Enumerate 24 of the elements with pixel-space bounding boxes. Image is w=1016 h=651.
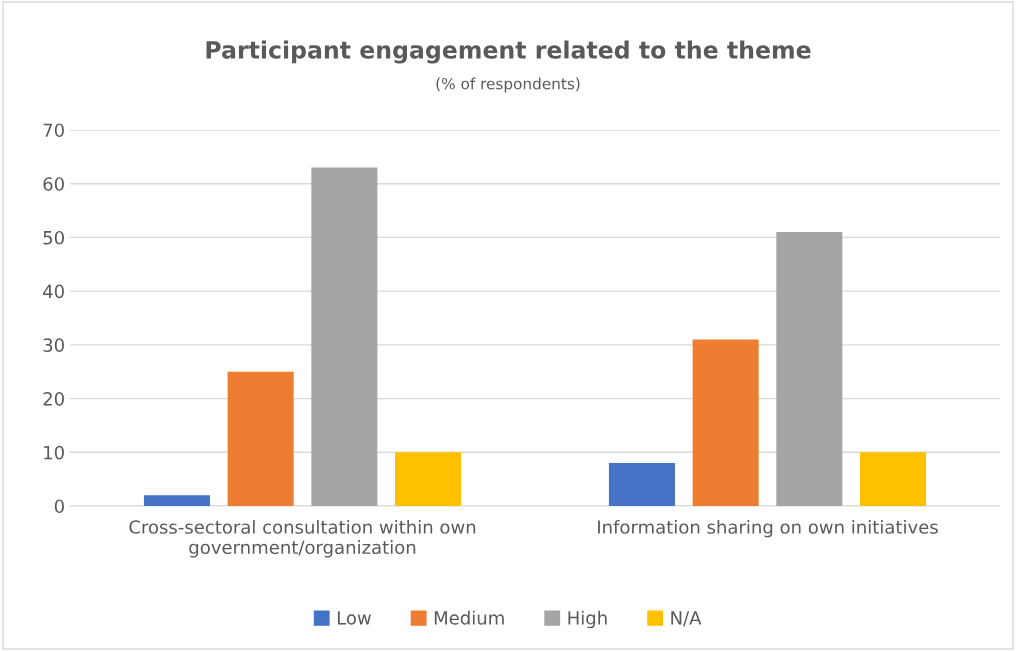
- bar: [776, 232, 843, 506]
- legend-label: N/A: [671, 611, 702, 627]
- y-tick-label: 60: [43, 177, 64, 191]
- y-tick-label: 40: [43, 284, 64, 299]
- bar: [311, 167, 378, 506]
- legend-label: Low: [337, 611, 371, 625]
- legend-label: Medium: [434, 610, 504, 625]
- bar: [608, 463, 675, 506]
- legend-label: High: [568, 610, 607, 629]
- y-tick-label: 10: [44, 445, 64, 460]
- y-tick-label: 70: [43, 123, 64, 138]
- bar: [692, 339, 759, 506]
- x-tick-label: Information sharing on own initiatives: [598, 519, 938, 538]
- bar: [395, 452, 462, 506]
- x-tick-label: Cross-sectoral consultation within own government/organization: [129, 519, 476, 558]
- bar: [860, 452, 927, 506]
- y-tick-label: 30: [43, 338, 64, 352]
- chart-title: Participant engagement related to the theme: [206, 40, 811, 64]
- bar: [143, 495, 210, 506]
- y-tick-label: 20: [43, 392, 64, 406]
- y-tick-label: 50: [43, 230, 64, 245]
- y-tick-label: 0: [54, 499, 64, 514]
- chart-subtitle: (% of respondents): [436, 77, 580, 93]
- bar: [227, 371, 294, 506]
